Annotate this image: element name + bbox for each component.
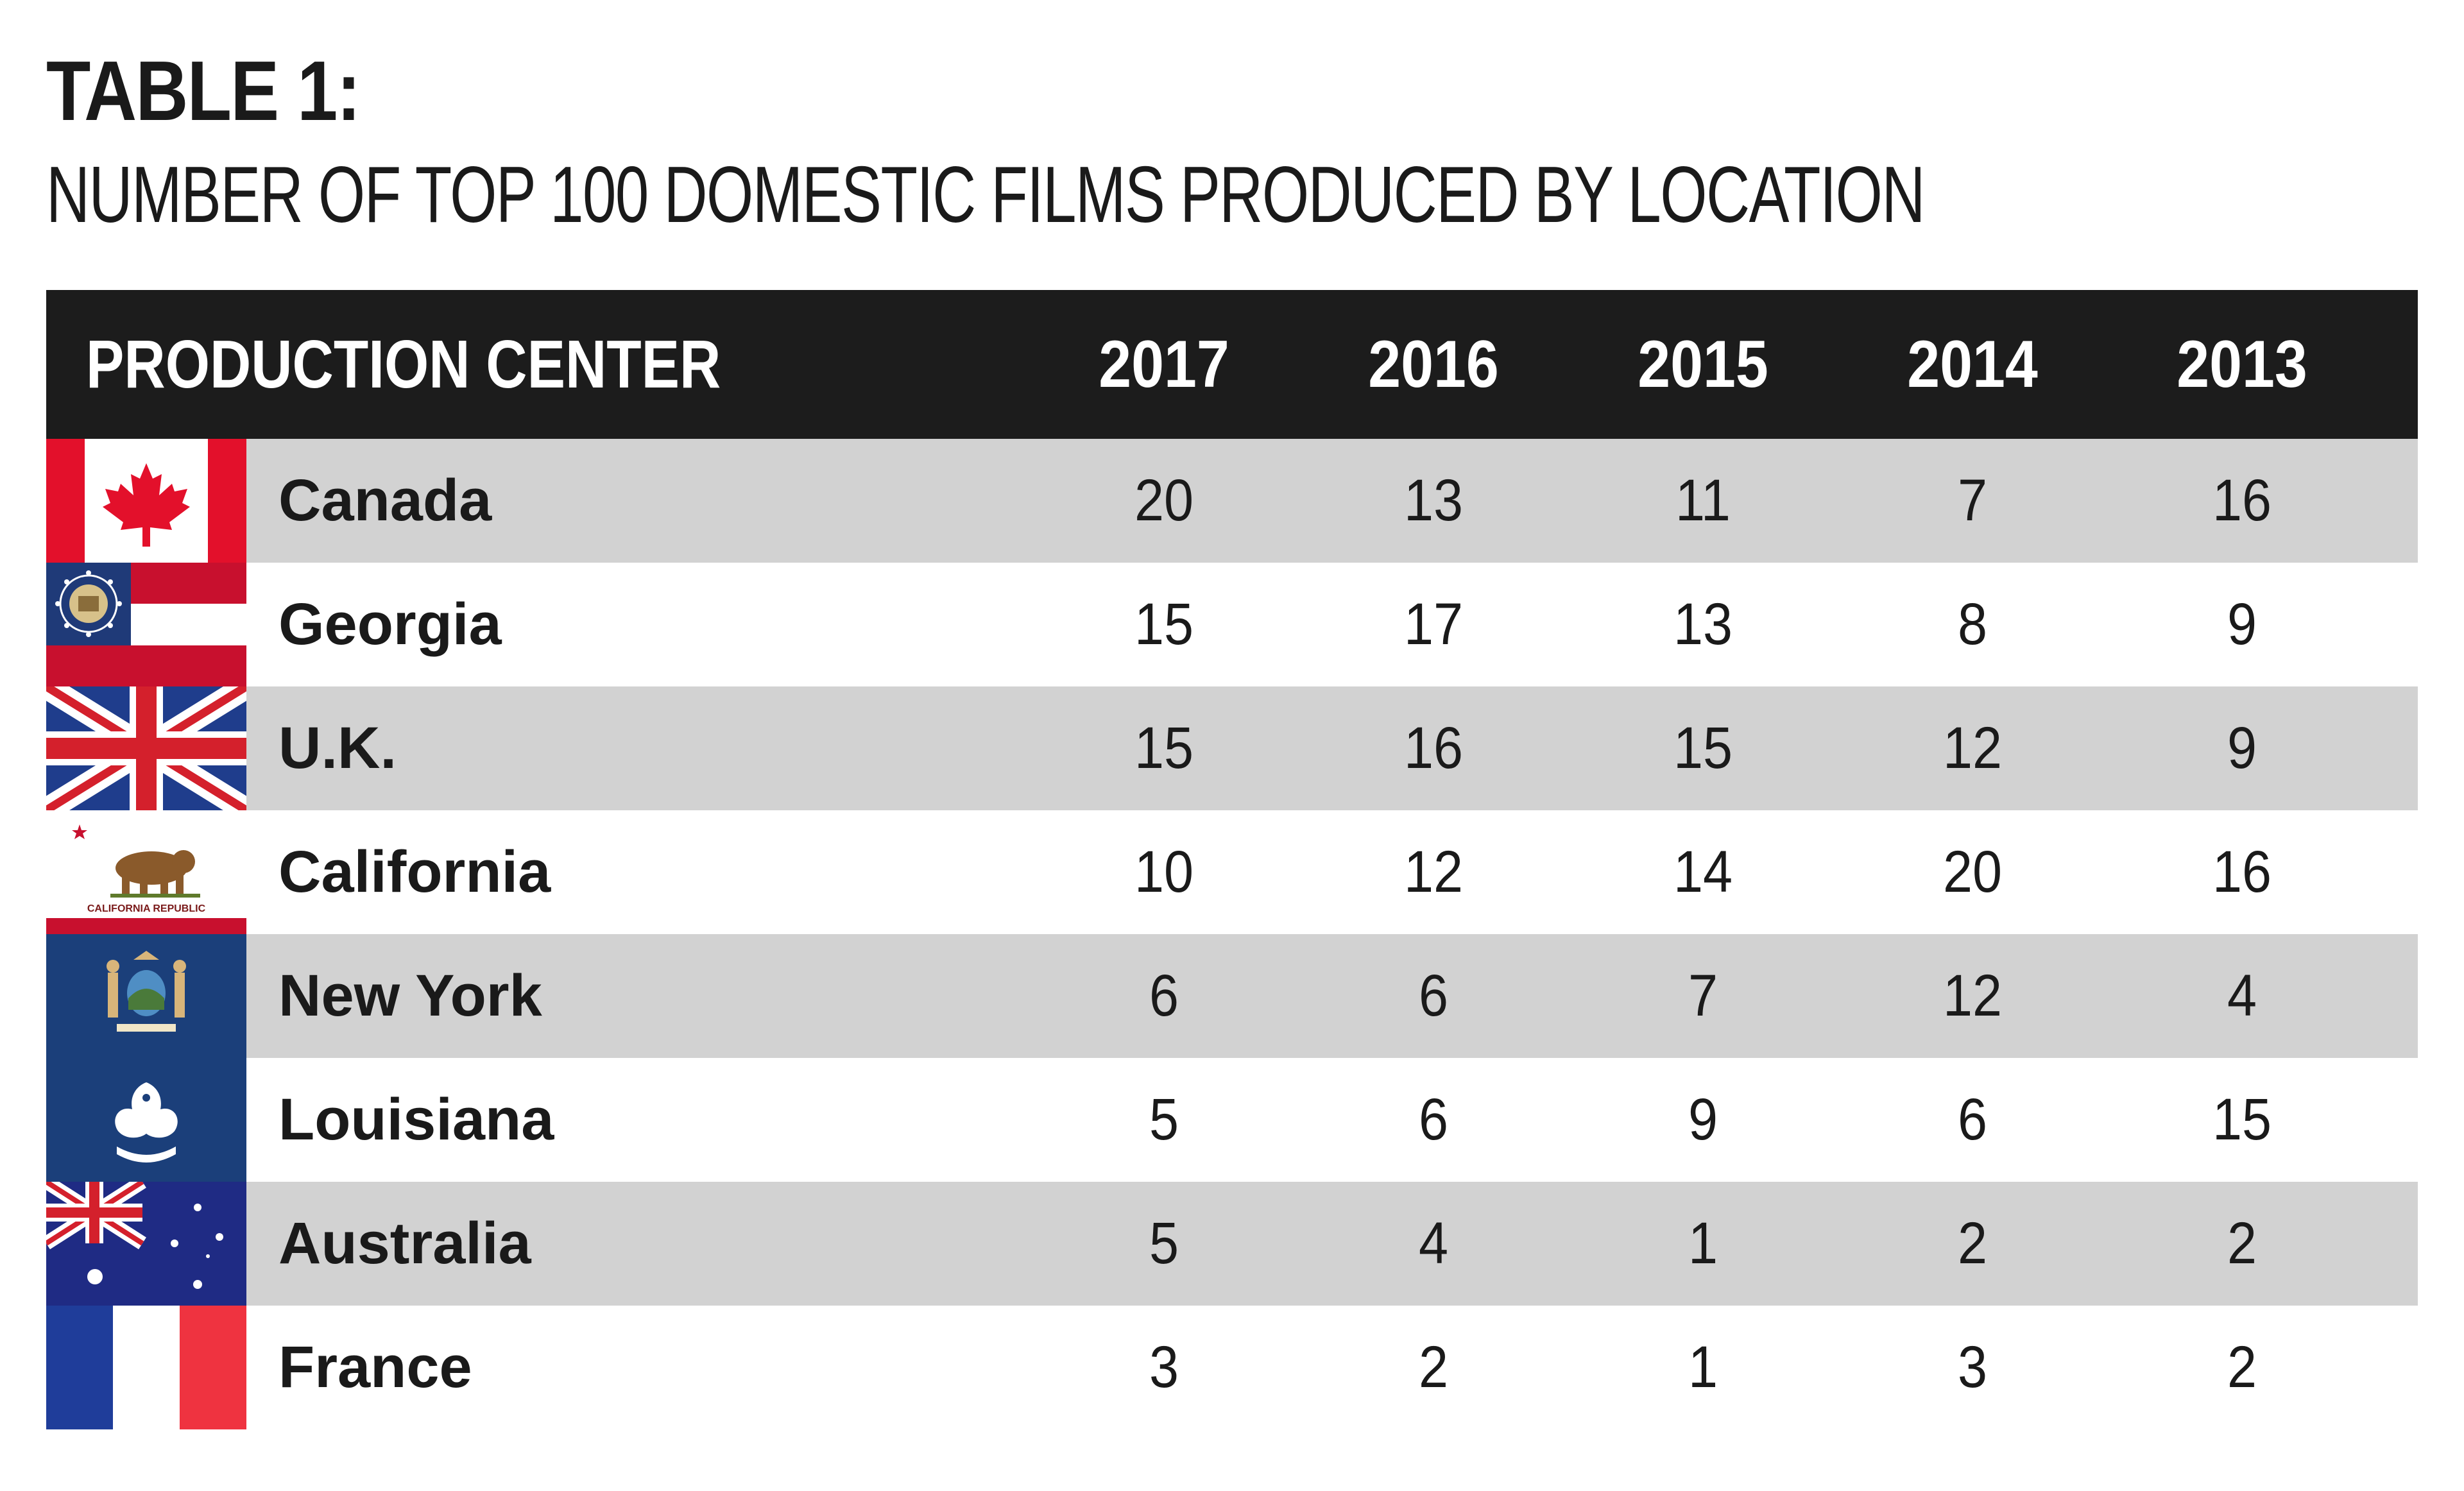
- row-name: Georgia: [278, 592, 502, 657]
- column-header-2014: 2014: [1907, 327, 2038, 402]
- cell-2014: 2: [1957, 1211, 1988, 1276]
- column-header-production-center: PRODUCTION CENTER: [86, 327, 721, 402]
- cell-2014: 3: [1957, 1334, 1988, 1400]
- row-name: Louisiana: [278, 1087, 554, 1152]
- cell-2017: 15: [1134, 592, 1194, 657]
- cell-2015: 11: [1675, 468, 1731, 533]
- cell-2013: 9: [2227, 715, 2257, 781]
- table-row: CALIFORNIA REPUBLIC California 10 12 14 …: [46, 810, 2418, 934]
- australia-flag-icon: [46, 1182, 246, 1306]
- cell-2013: 16: [2212, 468, 2272, 533]
- cell-2015: 9: [1688, 1087, 1718, 1152]
- cell-2017: 6: [1149, 963, 1179, 1028]
- cell-2016: 16: [1403, 715, 1464, 781]
- table-row: New York 6 6 7 12 4: [46, 934, 2418, 1058]
- table-subtitle: NUMBER OF TOP 100 DOMESTIC FILMS PRODUCE…: [46, 151, 1926, 239]
- new-york-flag-icon: [46, 934, 246, 1058]
- georgia-flag-icon: [46, 563, 246, 686]
- table-title: TABLE 1:: [46, 44, 361, 138]
- cell-2016: 6: [1418, 1087, 1449, 1152]
- cell-2013: 9: [2227, 592, 2257, 657]
- table-header: PRODUCTION CENTER 2017 2016 2015 2014 20…: [46, 290, 2418, 439]
- cell-2017: 10: [1134, 839, 1194, 905]
- canada-flag-icon: [46, 439, 246, 563]
- cell-2013: 16: [2212, 839, 2272, 905]
- cell-2014: 8: [1957, 592, 1988, 657]
- cell-2016: 4: [1418, 1211, 1449, 1276]
- column-header-2013: 2013: [2177, 327, 2307, 402]
- data-table: PRODUCTION CENTER 2017 2016 2015 2014 20…: [46, 290, 2418, 1429]
- france-flag-icon: [46, 1306, 246, 1429]
- cell-2015: 14: [1673, 839, 1733, 905]
- cell-2016: 12: [1403, 839, 1464, 905]
- uk-flag-icon: [46, 686, 246, 810]
- cell-2014: 12: [1942, 963, 2003, 1028]
- cell-2015: 13: [1673, 592, 1733, 657]
- cell-2015: 15: [1673, 715, 1733, 781]
- cell-2013: 2: [2227, 1211, 2257, 1276]
- cell-2014: 20: [1942, 839, 2003, 905]
- table-row: Georgia 15 17 13 8 9: [46, 563, 2418, 686]
- table-row: France 3 2 1 3 2: [46, 1306, 2418, 1429]
- column-header-2015: 2015: [1638, 327, 1768, 402]
- cell-2016: 13: [1403, 468, 1464, 533]
- cell-2017: 5: [1149, 1211, 1179, 1276]
- row-name: U.K.: [278, 715, 397, 781]
- cell-2017: 5: [1149, 1087, 1179, 1152]
- row-name: California: [278, 839, 551, 905]
- column-header-2017: 2017: [1099, 327, 1229, 402]
- louisiana-flag-icon: [46, 1058, 246, 1182]
- california-flag-text: CALIFORNIA REPUBLIC: [87, 903, 206, 914]
- cell-2017: 3: [1149, 1334, 1179, 1400]
- row-name: France: [278, 1334, 472, 1400]
- cell-2013: 15: [2212, 1087, 2272, 1152]
- cell-2013: 4: [2227, 963, 2257, 1028]
- cell-2014: 6: [1957, 1087, 1988, 1152]
- cell-2014: 7: [1957, 468, 1988, 533]
- cell-2017: 20: [1134, 468, 1194, 533]
- cell-2016: 2: [1418, 1334, 1449, 1400]
- cell-2015: 1: [1688, 1334, 1718, 1400]
- table-row: U.K. 15 16 15 12 9: [46, 686, 2418, 810]
- row-name: New York: [278, 963, 542, 1028]
- cell-2016: 17: [1403, 592, 1464, 657]
- cell-2013: 2: [2227, 1334, 2257, 1400]
- cell-2016: 6: [1418, 963, 1449, 1028]
- row-name: Canada: [278, 468, 492, 533]
- cell-2015: 1: [1688, 1211, 1718, 1276]
- table-row: Canada 20 13 11 7 16: [46, 439, 2418, 563]
- cell-2017: 15: [1134, 715, 1194, 781]
- column-header-2016: 2016: [1368, 327, 1499, 402]
- cell-2015: 7: [1688, 963, 1718, 1028]
- row-name: Australia: [278, 1211, 531, 1276]
- table-row: Australia 5 4 1 2 2: [46, 1182, 2418, 1306]
- cell-2014: 12: [1942, 715, 2003, 781]
- california-flag-icon: CALIFORNIA REPUBLIC: [46, 810, 246, 934]
- table-row: Louisiana 5 6 9 6 15: [46, 1058, 2418, 1182]
